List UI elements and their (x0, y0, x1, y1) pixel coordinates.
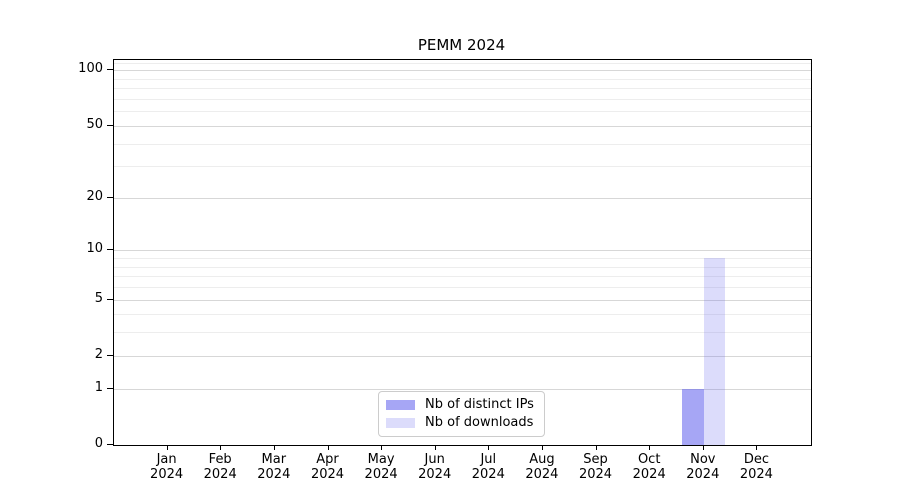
x-tick-mark (381, 445, 383, 450)
x-tick-label: Oct 2024 (632, 452, 666, 482)
bar (703, 258, 726, 445)
y-tick-label: 1 (94, 379, 103, 395)
gridline-major (114, 388, 811, 390)
legend-swatch-icon (386, 418, 415, 428)
legend-item: Nb of downloads (386, 416, 544, 430)
gridline-major (114, 355, 811, 357)
y-tick-mark (107, 124, 113, 126)
x-tick-label: Feb 2024 (203, 452, 237, 482)
y-tick-label: 10 (86, 241, 103, 257)
gridline-minor (114, 143, 811, 145)
x-tick-mark (541, 445, 543, 450)
x-tick-label: May 2024 (364, 452, 398, 482)
legend-swatch-icon (386, 400, 415, 410)
gridline-major (114, 299, 811, 301)
x-tick-label: Nov 2024 (686, 452, 720, 482)
x-tick-label: Apr 2024 (310, 452, 345, 482)
gridline-minor (114, 258, 811, 259)
x-tick-label: Aug 2024 (525, 452, 559, 482)
x-tick-label: Jul 2024 (471, 452, 505, 482)
gridline-minor (114, 166, 811, 168)
gridline-minor (114, 287, 811, 288)
x-tick-mark (434, 445, 436, 450)
y-tick-label: 20 (86, 188, 103, 204)
gridline-major (114, 197, 811, 199)
legend-item: Nb of distinct IPs (386, 398, 544, 412)
gridline-minor (114, 111, 811, 113)
y-tick-mark (107, 69, 113, 71)
y-tick-mark (107, 444, 113, 445)
gridline-major (114, 250, 811, 252)
y-tick-label: 5 (94, 290, 103, 306)
legend-label: Nb of downloads (425, 415, 534, 430)
gridline-major (114, 125, 811, 127)
bar (682, 388, 704, 445)
x-tick-mark (166, 445, 168, 450)
y-tick-label: 50 (86, 116, 103, 132)
x-tick-mark (756, 445, 758, 450)
y-tick-mark (107, 196, 113, 198)
y-tick-label: 2 (94, 346, 103, 362)
x-tick-mark (488, 445, 490, 450)
gridline-minor (114, 98, 811, 100)
gridline-minor (114, 266, 811, 268)
x-tick-label: Dec 2024 (739, 452, 773, 482)
y-tick-mark (107, 354, 113, 356)
gridline-minor (114, 88, 811, 90)
legend-label: Nb of distinct IPs (425, 397, 534, 412)
x-tick-label: Sep 2024 (578, 452, 613, 482)
legend: Nb of distinct IPs Nb of downloads (378, 391, 545, 437)
x-tick-mark (327, 445, 329, 450)
x-tick-mark (649, 445, 651, 450)
gridline-minor (114, 314, 811, 316)
x-tick-label: Jun 2024 (418, 452, 452, 482)
gridline-minor (114, 276, 811, 278)
gridline-minor (114, 62, 811, 64)
y-tick-mark (107, 298, 113, 300)
gridline-minor (114, 78, 811, 80)
x-tick-label: Jan 2024 (150, 452, 184, 482)
y-tick-label: 0 (94, 436, 103, 451)
x-tick-mark (220, 445, 222, 450)
x-tick-mark (702, 445, 704, 450)
chart-title: PEMM 2024 (417, 36, 506, 54)
x-tick-mark (595, 445, 597, 450)
x-tick-mark (273, 445, 275, 450)
gridline-minor (114, 332, 811, 334)
y-tick-mark (107, 387, 113, 389)
x-tick-label: Mar 2024 (257, 452, 291, 482)
plot-area (113, 59, 812, 446)
y-tick-label: 100 (78, 61, 103, 77)
y-tick-mark (107, 249, 113, 251)
gridline-major (114, 70, 811, 72)
